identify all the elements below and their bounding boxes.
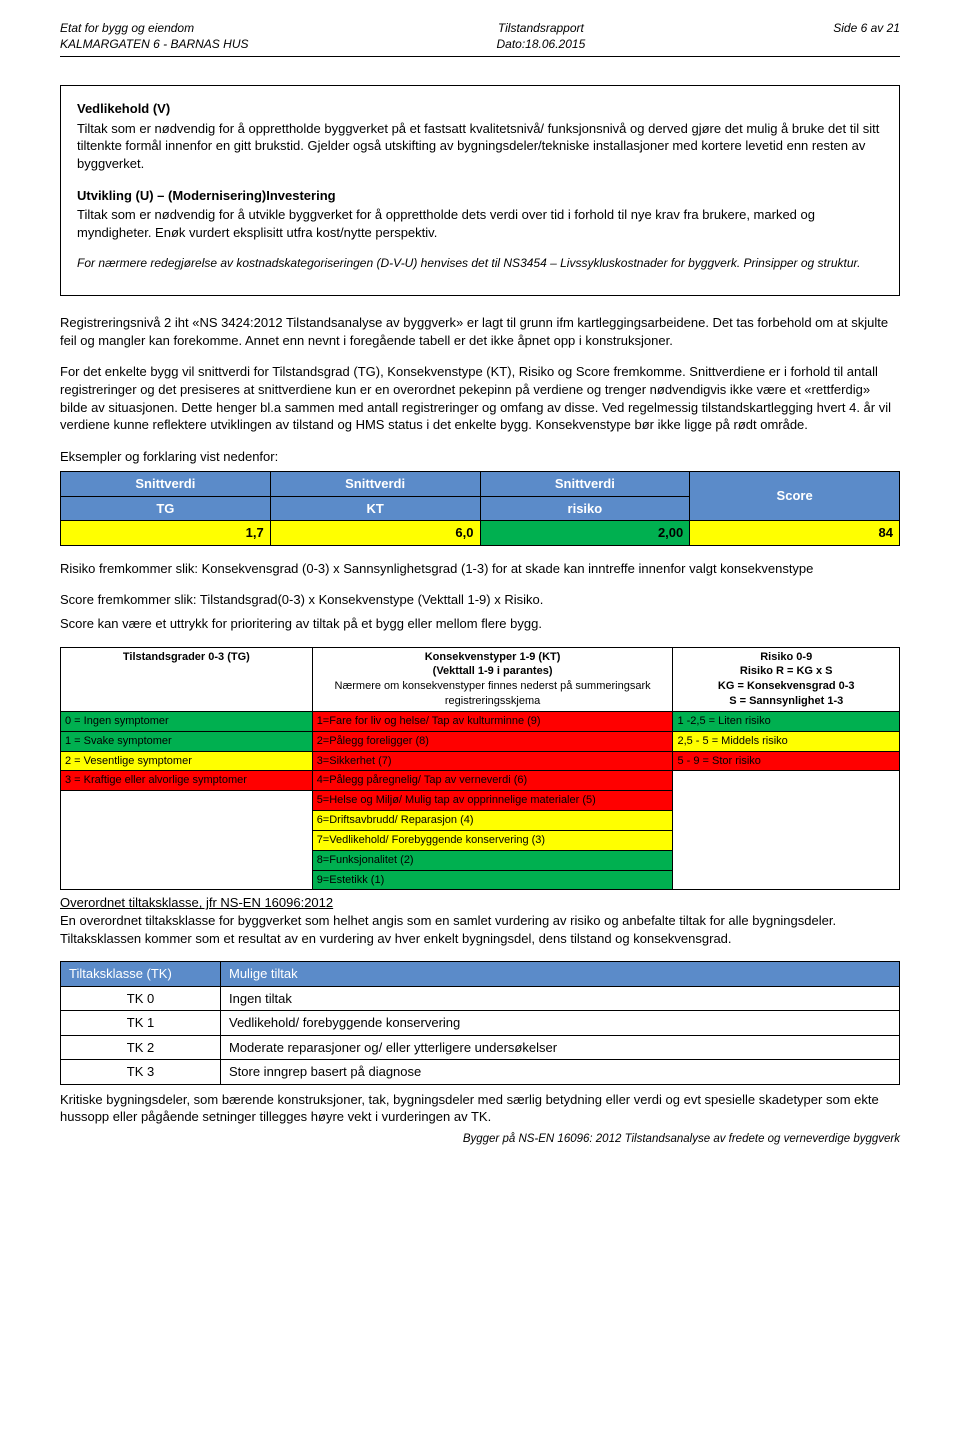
header-page: Side 6 av 21 (833, 21, 900, 35)
header-agency: Etat for bygg og eiendom (60, 21, 194, 35)
example-h-risk: risiko (480, 496, 690, 521)
tk3-text: Store inngrep basert på diagnose (221, 1060, 900, 1085)
tk-row-3: TK 3 Store inngrep basert på diagnose (61, 1060, 900, 1085)
example-value-row: 1,7 6,0 2,00 84 (61, 521, 900, 546)
legend-kt-3: 3=Sikkerhet (7) (312, 751, 673, 771)
tk0-text: Ingen tiltak (221, 986, 900, 1011)
utvikling-body: Tiltak som er nødvendig for å utvikle by… (77, 206, 883, 241)
score-explain-2: Score kan være et uttrykk for prioriteri… (60, 615, 900, 633)
legend-table: Tilstandsgrader 0-3 (TG) Konsekvenstyper… (60, 647, 900, 891)
tk-row-2: TK 2 Moderate reparasjoner og/ eller ytt… (61, 1035, 900, 1060)
example-tg-val: 1,7 (61, 521, 271, 546)
legend-kt-header: Konsekvenstyper 1-9 (KT) (Vekttall 1-9 i… (312, 647, 673, 711)
example-h-tg: TG (61, 496, 271, 521)
legend-kt-h3: Nærmere om konsekvenstyper finnes neders… (335, 680, 651, 707)
example-risk-val: 2,00 (480, 521, 690, 546)
legend-kt-6: 6=Driftsavbrudd/ Reparasjon (4) (312, 811, 673, 831)
example-h-tg-top: Snittverdi (61, 472, 271, 497)
eksempel-intro: Eksempler og forklaring vist nedenfor: (60, 448, 900, 466)
definitions-box: Vedlikehold (V) Tiltak som er nødvendig … (60, 85, 900, 296)
legend-kt-9: 9=Estetikk (1) (312, 870, 673, 890)
legend-risk-h3: KG = Konsekvensgrad 0-3 (718, 680, 855, 692)
example-h-score: Score (690, 472, 900, 521)
legend-kt-8: 8=Funksjonalitet (2) (312, 850, 673, 870)
header-center: Tilstandsrapport Dato:18.06.2015 (497, 20, 586, 52)
legend-risk-h2: Risiko R = KG x S (740, 665, 833, 677)
legend-header-row: Tilstandsgrader 0-3 (TG) Konsekvenstyper… (61, 647, 900, 711)
header-address: KALMARGATEN 6 - BARNAS HUS (60, 37, 248, 51)
footer-citation: Bygger på NS-EN 16096: 2012 Tilstandsana… (60, 1132, 900, 1148)
legend-kt-h2: (Vekttall 1-9 i parantes) (433, 665, 553, 677)
overordnet-body: En overordnet tiltaksklasse for byggverk… (60, 912, 900, 947)
legend-risk-3: 5 - 9 = Stor risiko (673, 751, 900, 771)
legend-kt-2: 2=Pålegg foreligger (8) (312, 731, 673, 751)
example-h-kt-top: Snittverdi (270, 472, 480, 497)
score-explain-1: Score fremkommer slik: Tilstandsgrad(0-3… (60, 591, 900, 609)
legend-tg-2: 2 = Vesentlige symptomer (61, 751, 313, 771)
legend-row-1: 0 = Ingen symptomer 1=Fare for liv og he… (61, 711, 900, 731)
tk2-text: Moderate reparasjoner og/ eller ytterlig… (221, 1035, 900, 1060)
legend-tg-header: Tilstandsgrader 0-3 (TG) (61, 647, 313, 711)
tk-header-code: Tiltaksklasse (TK) (61, 962, 221, 987)
tk2-code: TK 2 (61, 1035, 221, 1060)
document-header: Etat for bygg og eiendom KALMARGATEN 6 -… (60, 20, 900, 52)
legend-risk-h4: S = Sannsynlighet 1-3 (729, 695, 843, 707)
legend-row-3: 2 = Vesentlige symptomer 3=Sikkerhet (7)… (61, 751, 900, 771)
vedlikehold-body: Tiltak som er nødvendig for å oppretthol… (77, 120, 883, 173)
registreringsniva-paragraph: Registreringsnivå 2 iht «NS 3424:2012 Ti… (60, 314, 900, 349)
tk-row-1: TK 1 Vedlikehold/ forebyggende konserver… (61, 1011, 900, 1036)
legend-tg-0: 0 = Ingen symptomer (61, 711, 313, 731)
tk-table: Tiltaksklasse (TK) Mulige tiltak TK 0 In… (60, 961, 900, 1085)
example-score-val: 84 (690, 521, 900, 546)
overordnet-title: Overordnet tiltaksklasse, jfr NS-EN 1609… (60, 894, 900, 912)
tk-row-0: TK 0 Ingen tiltak (61, 986, 900, 1011)
header-date: Dato:18.06.2015 (497, 37, 586, 51)
legend-tg-1: 1 = Svake symptomer (61, 731, 313, 751)
legend-kt-4: 4=Pålegg påregnelig/ Tap av verneverdi (… (312, 771, 673, 791)
legend-risk-1: 1 -2,5 = Liten risiko (673, 711, 900, 731)
tk-footer-paragraph: Kritiske bygningsdeler, som bærende kons… (60, 1091, 900, 1126)
legend-risk-header: Risiko 0-9 Risiko R = KG x S KG = Konsek… (673, 647, 900, 711)
tk1-text: Vedlikehold/ forebyggende konservering (221, 1011, 900, 1036)
legend-row-2: 1 = Svake symptomer 2=Pålegg foreligger … (61, 731, 900, 751)
legend-risk-blank (673, 771, 900, 890)
legend-kt-h1: Konsekvenstyper 1-9 (KT) (425, 651, 561, 663)
vedlikehold-title: Vedlikehold (V) (77, 100, 883, 118)
utvikling-title: Utvikling (U) – (Modernisering)Investeri… (77, 187, 883, 205)
legend-kt-7: 7=Vedlikehold/ Forebyggende konservering… (312, 830, 673, 850)
header-left: Etat for bygg og eiendom KALMARGATEN 6 -… (60, 20, 248, 52)
header-right: Side 6 av 21 (833, 20, 900, 52)
snittverdi-paragraph: For det enkelte bygg vil snittverdi for … (60, 363, 900, 433)
risiko-explain: Risiko fremkommer slik: Konsekvensgrad (… (60, 560, 900, 578)
tk3-code: TK 3 (61, 1060, 221, 1085)
tk-header-row: Tiltaksklasse (TK) Mulige tiltak (61, 962, 900, 987)
legend-tg-blank (61, 791, 313, 890)
legend-kt-5: 5=Helse og Miljø/ Mulig tap av opprinnel… (312, 791, 673, 811)
tk0-code: TK 0 (61, 986, 221, 1011)
legend-row-4: 3 = Kraftige eller alvorlige symptomer 4… (61, 771, 900, 791)
legend-risk-2: 2,5 - 5 = Middels risiko (673, 731, 900, 751)
legend-tg-3: 3 = Kraftige eller alvorlige symptomer (61, 771, 313, 791)
italic-note: For nærmere redegjørelse av kostnadskate… (77, 255, 883, 271)
example-h-risk-top: Snittverdi (480, 472, 690, 497)
example-header-row-1: Snittverdi Snittverdi Snittverdi Score (61, 472, 900, 497)
tk-header-text: Mulige tiltak (221, 962, 900, 987)
example-kt-val: 6,0 (270, 521, 480, 546)
header-report-type: Tilstandsrapport (498, 21, 584, 35)
tk1-code: TK 1 (61, 1011, 221, 1036)
legend-kt-1: 1=Fare for liv og helse/ Tap av kulturmi… (312, 711, 673, 731)
header-divider (60, 56, 900, 57)
legend-risk-h1: Risiko 0-9 (760, 651, 812, 663)
example-h-kt: KT (270, 496, 480, 521)
example-table: Snittverdi Snittverdi Snittverdi Score T… (60, 471, 900, 546)
